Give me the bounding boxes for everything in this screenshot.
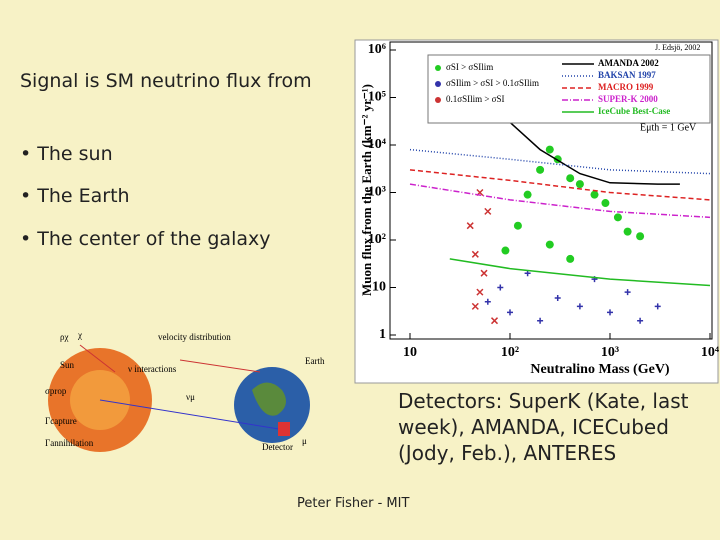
legend-label: σSI > σSIlim (446, 62, 493, 72)
diagram-label: Γcapture (45, 416, 77, 426)
diagram-label: Γannihilation (45, 438, 94, 448)
x-axis-label: Neutralino Mass (GeV) (530, 362, 670, 377)
scatter-point (490, 317, 499, 325)
legend-swatch (435, 65, 441, 71)
diagram-label: velocity distribution (158, 332, 231, 342)
scatter-point (601, 199, 610, 208)
arrow (179, 359, 261, 373)
scatter-point (613, 213, 622, 222)
x-tick-label: 10 (403, 345, 417, 360)
annotation: Eμth = 1 GeV (640, 122, 697, 133)
line (409, 183, 711, 219)
scatter-point (476, 288, 484, 296)
plot-frame (389, 41, 713, 340)
diagram-label: ν interactions (128, 364, 177, 374)
scatter-point (523, 190, 532, 199)
diagram-label: χ (77, 330, 82, 340)
legend-label: σSIlim > σSI > 0.1σSIlim (446, 78, 539, 88)
legend-swatch (435, 97, 441, 103)
legend-label: AMANDA 2002 (598, 58, 659, 68)
y-tick-label: 10 (372, 280, 386, 295)
scatter-point (513, 221, 522, 230)
scatter-point (637, 317, 644, 324)
diagram-label: Earth (305, 356, 325, 366)
scatter-point (554, 295, 561, 302)
scatter-point (501, 246, 510, 255)
scatter-point (607, 309, 613, 316)
diagram-label: ρχ (60, 332, 69, 342)
scatter-point (576, 303, 583, 310)
legend-swatch (435, 81, 441, 87)
scatter-point (484, 298, 491, 305)
x-tick-label: 10³ (601, 345, 619, 360)
detectors: Detectors: SuperK (Kate, last week), AMA… (398, 389, 689, 465)
credit: J. Edsjö, 2002 (655, 43, 700, 52)
scatter-point (575, 180, 584, 189)
scatter-point (590, 190, 599, 199)
scatter-point (466, 222, 474, 230)
legend-label: BAKSAN 1997 (598, 70, 656, 80)
scatter-point (623, 227, 632, 236)
heading: Signal is SM neutrino flux from (20, 70, 312, 92)
scatter-point (545, 240, 554, 249)
scatter-point (545, 145, 554, 154)
legend-label: 0.1σSIlim > σSI (446, 94, 505, 104)
scatter-point (624, 289, 631, 296)
scatter-point (480, 269, 488, 277)
detector-icon (278, 422, 290, 436)
y-tick-label: 10³ (368, 185, 386, 200)
scatter-point (484, 207, 492, 215)
y-tick-label: 1 (379, 327, 386, 342)
scatter-point (471, 250, 479, 258)
legend-label: MACRO 1999 (598, 82, 654, 92)
diagram (48, 344, 310, 452)
scatter-point (507, 309, 513, 316)
diagram-label: Detector (262, 442, 293, 452)
scatter-point (497, 284, 504, 291)
scatter-point (654, 303, 661, 310)
y-tick-label: 10⁶ (368, 42, 386, 57)
y-tick-label: 10⁵ (368, 90, 386, 105)
diagram-label: σprop (45, 386, 67, 396)
y-axis-label: Muon flux from the Earth (km⁻² yr⁻¹) (359, 84, 374, 296)
diagram-label: μ (302, 436, 307, 446)
legend-label: SUPER-K 2000 (598, 94, 658, 104)
legend-label: IceCube Best-Case (598, 106, 670, 116)
bullet: • The center of the galaxy (20, 228, 271, 250)
scatter-point (471, 302, 479, 310)
bullet: • The sun (20, 143, 113, 165)
diagram-label: νμ (186, 392, 195, 402)
neutrino-path (99, 399, 286, 431)
y-tick-label: 10² (368, 232, 386, 247)
x-tick-label: 10⁴ (701, 345, 720, 360)
x-tick-label: 10² (501, 345, 519, 360)
scatter-point (566, 174, 575, 183)
scatter-point (537, 317, 544, 324)
line (449, 258, 711, 287)
bullet: • The Earth (20, 185, 130, 207)
scatter-point (566, 254, 575, 263)
footer: Peter Fisher - MIT (297, 496, 410, 511)
line (409, 169, 711, 201)
scatter-point (636, 232, 645, 241)
continent (252, 382, 286, 416)
diagram-label: Sun (60, 360, 75, 370)
line (409, 148, 711, 175)
arrow (79, 344, 116, 373)
y-tick-label: 10⁴ (368, 137, 387, 152)
scatter-point (536, 165, 545, 174)
